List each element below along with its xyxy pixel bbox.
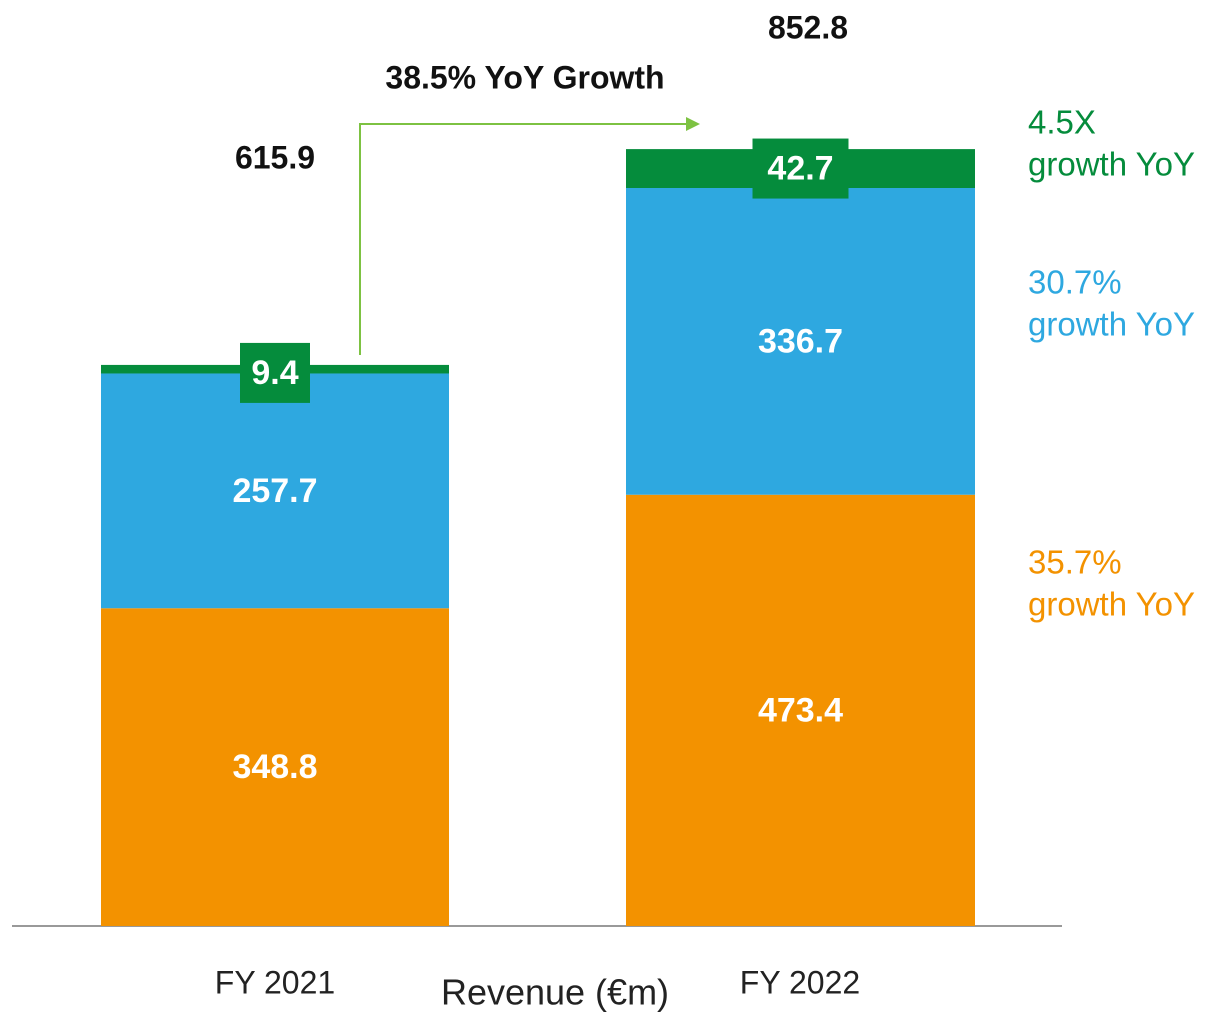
growth-arrow (359, 123, 688, 355)
chart-title: 38.5% YoY Growth (385, 59, 664, 95)
growth-note: 4.5X (1028, 104, 1096, 141)
value-label: 9.4 (251, 354, 298, 392)
arrow-head (686, 117, 700, 131)
value-label: 42.7 (767, 150, 833, 188)
label-box (240, 342, 310, 403)
growth-note: growth YoY (1028, 146, 1195, 183)
total-label: 852.8 (768, 9, 848, 45)
total-label: 615.9 (235, 139, 315, 175)
bar-segment (101, 608, 449, 926)
growth-note: growth YoY (1028, 306, 1195, 343)
bar-segment (101, 373, 449, 609)
value-label: 473.4 (758, 691, 843, 729)
growth-note: 30.7% (1028, 264, 1122, 301)
bar-segment (626, 187, 975, 495)
x-tick-label: FY 2022 (740, 964, 860, 1000)
label-box (752, 138, 849, 199)
value-label: 336.7 (758, 322, 843, 360)
value-label: 257.7 (232, 472, 317, 510)
growth-note: 35.7% (1028, 544, 1122, 581)
x-axis-label: Revenue (€m) (441, 972, 669, 1013)
growth-note: growth YoY (1028, 586, 1195, 623)
bar-segment (626, 494, 975, 926)
value-label: 348.8 (232, 748, 317, 786)
x-tick-label: FY 2021 (215, 964, 335, 1000)
